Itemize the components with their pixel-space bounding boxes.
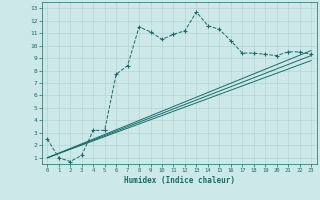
X-axis label: Humidex (Indice chaleur): Humidex (Indice chaleur) xyxy=(124,176,235,185)
